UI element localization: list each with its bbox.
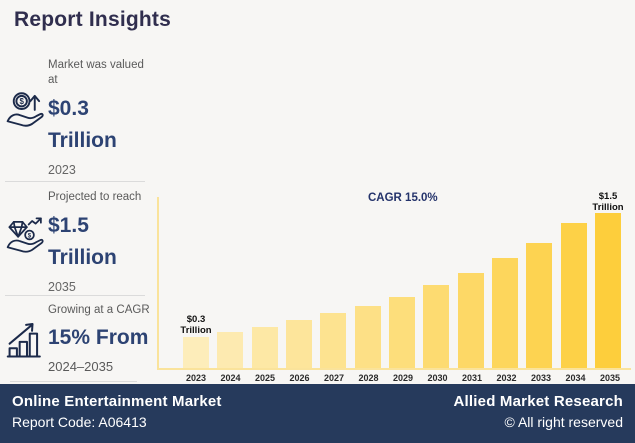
x-axis-label: 2024 — [220, 373, 241, 383]
chart-bar-2030 — [423, 285, 450, 368]
page-title: Report Insights — [14, 8, 172, 31]
stat-label: Growing at a CAGR — [48, 304, 150, 316]
annotation-line: Trillion — [180, 324, 212, 336]
first-bar-annotation: $0.3 Trillion — [166, 314, 226, 337]
x-axis-label: 2025 — [254, 373, 276, 383]
last-bar-annotation: $1.5 Trillion — [578, 191, 635, 214]
diamond-hand-icon: $ — [5, 214, 47, 256]
divider — [5, 181, 145, 182]
stat-value-amount: $0.3 — [48, 96, 89, 120]
svg-text:$: $ — [19, 97, 24, 106]
stat-label: Market was valued at — [48, 59, 144, 86]
stat-value-amount: $1.5 — [48, 213, 89, 237]
x-axis-label: 2028 — [358, 373, 379, 383]
svg-text:$: $ — [28, 233, 32, 240]
chart-bar-2034 — [560, 223, 587, 368]
x-axis-label: 2029 — [392, 373, 414, 383]
footer-left: Online Entertainment Market Report Code:… — [12, 393, 222, 430]
company-name: Allied Market Research — [453, 393, 623, 410]
chart-bar-2025 — [251, 327, 278, 368]
annotation-line: $1.5 — [598, 191, 618, 202]
stat-year: 2035 — [48, 279, 76, 294]
growth-bars-icon — [5, 318, 49, 362]
stat-value: $0.3 Trillion — [48, 93, 152, 157]
annotation-line: $0.3 — [186, 314, 206, 325]
cagr-label: CAGR 15.0% — [368, 192, 438, 204]
chart-bar-2024 — [217, 332, 244, 368]
report-code: Report Code: A06413 — [12, 414, 147, 430]
chart-bar-2029 — [388, 297, 415, 368]
chart-bar-2033 — [526, 243, 553, 368]
x-axis-label: 2034 — [565, 373, 586, 383]
x-axis: 2023 2024 2025 2026 2027 2028 2029 2030 2031 2032… — [159, 373, 633, 383]
chart-bar-2023 — [183, 337, 209, 368]
market-name: Online Entertainment Market — [12, 393, 222, 410]
coin-growth-hand-icon: $ — [5, 88, 47, 130]
footer-bar: Online Entertainment Market Report Code:… — [0, 384, 635, 443]
stat-year: 2024–2035 — [48, 358, 114, 374]
stat-value-unit: Trillion — [48, 245, 117, 269]
stat-cagr: Growing at a CAGR 15% From 2024–2035 — [0, 303, 152, 374]
x-axis-label: 2035 — [599, 373, 621, 383]
divider — [10, 381, 137, 382]
chart-bar-2027 — [320, 313, 347, 368]
x-axis-label: 2031 — [461, 373, 483, 383]
copyright: © All right reserved — [504, 414, 623, 430]
stat-value-unit: Trillion — [48, 128, 117, 152]
stat-year: 2023 — [48, 162, 76, 177]
stat-label: Projected to reach — [48, 191, 142, 203]
stat-projected: $ Projected to reach $1.5 Trillion 2035 — [0, 190, 152, 294]
footer-right: Allied Market Research © All right reser… — [454, 393, 623, 430]
chart-bar-2026 — [285, 320, 312, 368]
x-axis-label: 2033 — [530, 373, 552, 383]
bar-chart-plot-area — [157, 197, 631, 370]
annotation-line: Trillion — [592, 201, 624, 213]
divider — [5, 295, 145, 296]
stat-market-valued: $ Market was valued at $0.3 Trillion 202… — [0, 58, 152, 177]
chart-bar-2032 — [491, 258, 518, 368]
x-axis-label: 2023 — [185, 373, 207, 383]
stat-value: $1.5 Trillion — [48, 210, 152, 274]
x-axis-label: 2026 — [289, 373, 310, 383]
x-axis-label: 2032 — [496, 373, 517, 383]
chart-bar-2028 — [354, 306, 381, 368]
x-axis-label: 2030 — [427, 373, 448, 383]
chart-bar-2031 — [457, 273, 484, 368]
x-axis-label: 2027 — [323, 373, 345, 383]
chart-bar-2035 — [594, 213, 621, 368]
stat-value: 15% From — [48, 325, 149, 349]
bar-series — [159, 197, 631, 368]
